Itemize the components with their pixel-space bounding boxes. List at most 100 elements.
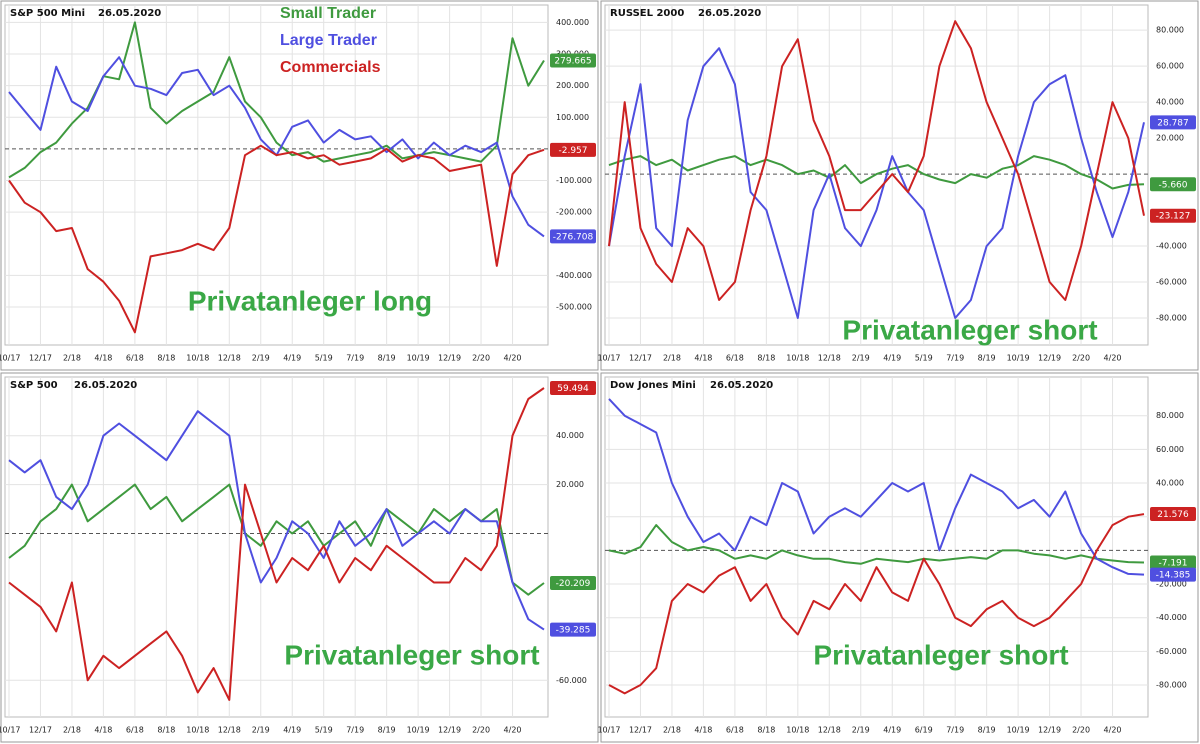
x-tick-label: 12/17 [629, 726, 652, 735]
value-label: 21.576 [1157, 510, 1189, 520]
legend-label: Commercials [280, 59, 381, 76]
y-tick-label: 40.000 [556, 431, 584, 440]
x-tick-label: 2/19 [252, 354, 270, 363]
chart-date: 26.05.2020 [74, 380, 137, 391]
x-tick-label: 6/18 [726, 354, 744, 363]
x-tick-label: 4/20 [504, 354, 522, 363]
series-line [8, 144, 545, 334]
value-label: 28.787 [1157, 118, 1189, 128]
x-tick-label: 2/19 [252, 726, 270, 735]
value-tag [1150, 567, 1196, 582]
x-tick-label: 8/18 [757, 726, 775, 735]
y-tick-label: 20.000 [556, 480, 584, 489]
chart-title: RUSSEL 2000 [610, 8, 684, 19]
y-tick-label: -80.000 [1156, 314, 1187, 323]
x-tick-label: 10/17 [0, 354, 21, 363]
x-tick-label: 10/17 [0, 726, 21, 735]
x-tick-label: 2/20 [472, 354, 490, 363]
annotation: Privatanleger short [842, 314, 1097, 345]
y-tick-label: -200.000 [556, 208, 592, 217]
x-tick-label: 12/19 [438, 354, 461, 363]
x-tick-label: 12/19 [1038, 726, 1061, 735]
value-tag [550, 229, 596, 244]
x-tick-label: 10/19 [407, 354, 430, 363]
value-tag [550, 142, 596, 157]
chart-date: 26.05.2020 [98, 8, 161, 19]
y-tick-label: 60.000 [1156, 62, 1184, 71]
value-label: -39.285 [556, 626, 591, 636]
y-tick-label: 40.000 [1156, 479, 1184, 488]
x-tick-label: 4/19 [283, 726, 301, 735]
x-tick-label: 10/18 [186, 354, 209, 363]
x-tick-label: 5/19 [915, 354, 933, 363]
x-tick-label: 8/19 [378, 726, 396, 735]
x-tick-label: 12/18 [218, 726, 241, 735]
series-line [608, 20, 1145, 301]
x-tick-label: 2/18 [663, 354, 681, 363]
chart-title: S&P 500 Mini [10, 8, 85, 19]
value-tag [1150, 208, 1196, 223]
x-tick-label: 12/19 [1038, 354, 1061, 363]
x-tick-label: 6/18 [126, 354, 144, 363]
x-tick-label: 7/19 [946, 354, 964, 363]
x-tick-label: 10/17 [597, 354, 620, 363]
value-label: -5.660 [1158, 180, 1187, 190]
x-tick-label: 10/17 [597, 726, 620, 735]
annotation: Privatanleger short [284, 639, 539, 670]
value-label: -2.957 [558, 146, 587, 156]
chart-title: S&P 500 [10, 380, 58, 391]
annotation: Privatanleger long [188, 285, 432, 316]
panel: 10/17 12/17 2/18 4/18 6/18 8/18 10/18 12/18 2/19… [597, 0, 1199, 371]
x-tick-label: 5/19 [315, 354, 333, 363]
x-tick-label: 12/17 [629, 354, 652, 363]
x-tick-label: 10/19 [1007, 354, 1030, 363]
x-tick-label: 12/19 [438, 726, 461, 735]
y-tick-label: 400.000 [556, 18, 589, 27]
y-tick-label: -40.000 [1156, 613, 1187, 622]
panel: 10/17 12/17 2/18 4/18 6/18 8/18 10/18 12/18 2/19… [0, 0, 599, 371]
x-tick-label: 5/19 [315, 726, 333, 735]
y-tick-label: -60.000 [556, 676, 587, 685]
x-tick-label: 2/18 [663, 726, 681, 735]
series-line [608, 155, 1145, 190]
y-tick-label: 200.000 [556, 81, 589, 90]
legend-label: Small Trader [280, 5, 376, 22]
y-tick-label: 80.000 [1156, 411, 1184, 420]
annotation: Privatanleger short [813, 639, 1068, 670]
series-line [608, 47, 1145, 319]
y-tick-label: 40.000 [1156, 98, 1184, 107]
value-tag [1150, 115, 1196, 130]
x-tick-label: 10/18 [186, 726, 209, 735]
value-tag [550, 575, 596, 590]
y-tick-label: -100.000 [556, 176, 592, 185]
y-tick-label: 100.000 [556, 113, 589, 122]
value-label: -7.191 [1158, 558, 1187, 568]
x-tick-label: 8/18 [757, 354, 775, 363]
series-line [608, 398, 1145, 576]
value-label: -276.708 [553, 232, 594, 242]
x-tick-label: 8/18 [157, 726, 175, 735]
x-tick-label: 4/20 [1104, 354, 1122, 363]
x-tick-label: 7/19 [346, 726, 364, 735]
panel: 10/17 12/17 2/18 4/18 6/18 8/18 10/18 12/18 2/19… [0, 372, 599, 743]
value-tag [550, 381, 596, 396]
y-tick-label: -20.000 [1156, 580, 1187, 589]
value-tag [550, 622, 596, 637]
x-tick-label: 12/18 [818, 726, 841, 735]
x-tick-label: 10/18 [786, 354, 809, 363]
value-label: 59.494 [557, 384, 589, 394]
chart-date: 26.05.2020 [710, 380, 773, 391]
x-tick-label: 12/18 [218, 354, 241, 363]
y-tick-label: -60.000 [1156, 278, 1187, 287]
value-label: -20.209 [556, 579, 591, 589]
x-tick-label: 8/18 [157, 354, 175, 363]
y-tick-label: -500.000 [556, 303, 592, 312]
plot-area [4, 4, 549, 346]
x-tick-label: 6/18 [726, 726, 744, 735]
y-tick-label: -40.000 [1156, 242, 1187, 251]
panel: 10/17 12/17 2/18 4/18 6/18 8/18 10/18 12/18 2/19… [597, 372, 1199, 743]
x-tick-label: 4/18 [94, 726, 112, 735]
y-tick-label: -400.000 [556, 271, 592, 280]
